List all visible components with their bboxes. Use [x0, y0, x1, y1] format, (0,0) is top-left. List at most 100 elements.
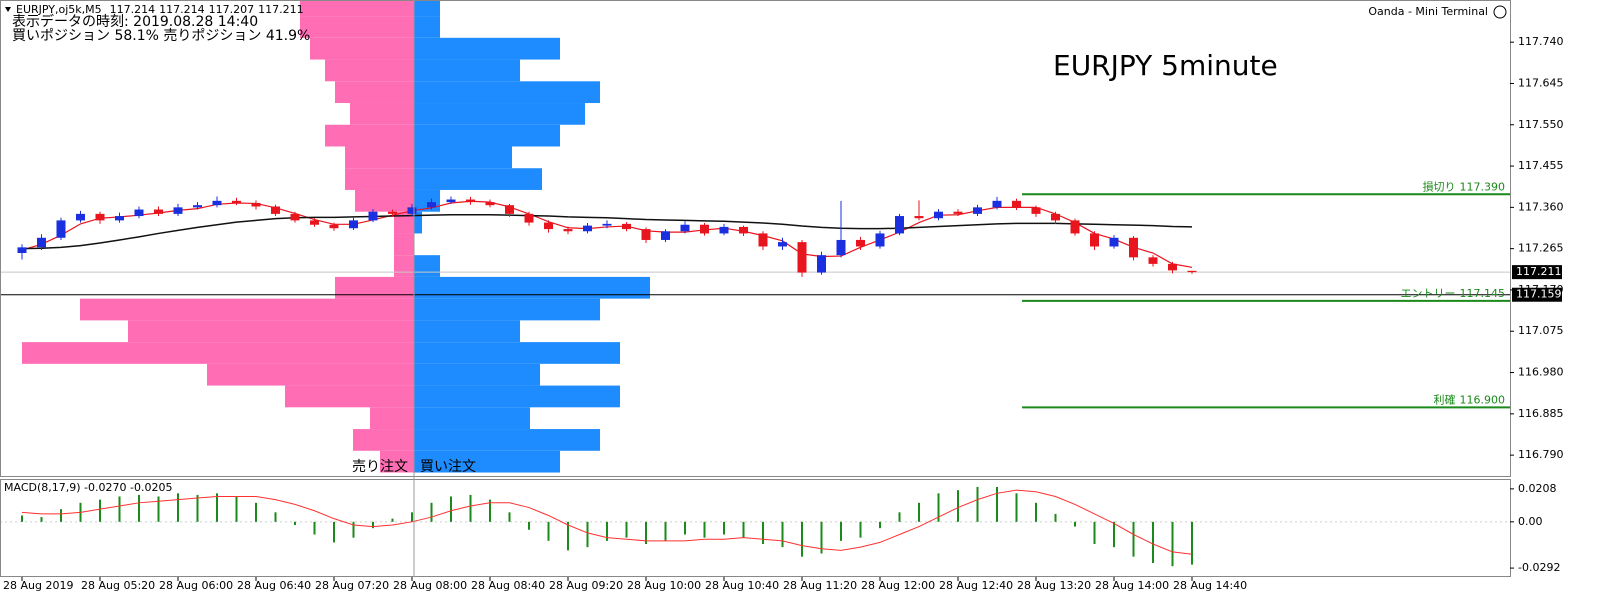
macd-bar — [1054, 513, 1057, 522]
candle-body — [914, 216, 924, 219]
sell-order-bar — [335, 276, 414, 299]
macd-bar — [820, 521, 823, 554]
sell-order-bar — [394, 211, 414, 234]
candle-body — [934, 211, 943, 219]
candle-body — [251, 203, 261, 207]
candle-body — [992, 200, 1002, 208]
macd-bar — [216, 493, 218, 522]
buy-order-bar — [414, 124, 560, 147]
macd-bar — [859, 521, 862, 538]
x-tick-label: 28 Aug 08:00 — [393, 579, 467, 592]
candle-body — [739, 226, 748, 234]
macd-bar — [274, 512, 277, 522]
candle-body — [271, 206, 280, 214]
macd-bar — [1015, 493, 1018, 522]
candle-body — [329, 224, 339, 229]
macd-bar — [801, 521, 803, 557]
macd-bar — [586, 521, 589, 548]
y-tick-label: 117.265 — [1518, 242, 1564, 255]
candle-body — [973, 207, 982, 214]
macd-bar — [918, 502, 920, 522]
candle-body — [290, 213, 300, 221]
macd-bar — [21, 515, 23, 522]
buy-order-bar — [414, 16, 440, 38]
smiley-icon — [1493, 5, 1507, 19]
candle-body — [778, 242, 787, 247]
candle-body — [700, 224, 709, 234]
buy-order-bar — [414, 342, 620, 364]
macd-bar — [40, 517, 43, 522]
candle-body — [1051, 213, 1060, 221]
y-tick-label: 0.00 — [1518, 515, 1543, 528]
level-label: 利確 116.900 — [1434, 392, 1506, 406]
candle-body — [583, 225, 592, 232]
level-label: エントリー 117.145 — [1401, 287, 1506, 300]
macd-bar — [1171, 521, 1174, 567]
candle-body — [758, 233, 768, 247]
x-tick-label: 28 Aug 07:20 — [315, 579, 389, 592]
macd-bar — [333, 521, 335, 543]
buy-order-bar — [414, 298, 600, 321]
macd-bar — [547, 521, 550, 541]
candle-body — [680, 224, 690, 232]
price-tag-box — [1512, 265, 1562, 280]
macd-bar — [1152, 521, 1154, 564]
macd-bar — [976, 486, 979, 522]
macd-bar — [762, 521, 764, 544]
y-tick-label: 117.550 — [1518, 118, 1564, 131]
buy-order-bar — [414, 320, 520, 343]
main-pane-frame — [0, 0, 1511, 477]
y-tick-label: 0.0208 — [1518, 482, 1557, 495]
buy-order-bar — [414, 37, 560, 60]
macd-bar — [684, 521, 686, 535]
candle-body — [1070, 220, 1080, 234]
terminal-name: Oanda - Mini Terminal — [1368, 5, 1488, 18]
level-value: 116.900 — [1460, 393, 1506, 406]
macd-bar — [723, 521, 725, 535]
macd-bar — [138, 494, 140, 522]
macd-bar — [957, 490, 959, 522]
candle-body — [446, 199, 456, 203]
macd-bar — [937, 493, 940, 522]
sell-order-bar — [345, 168, 414, 190]
candle-body — [1129, 237, 1138, 258]
macd-bar — [606, 521, 608, 541]
sell-order-bar — [310, 37, 414, 60]
macd-bar — [489, 499, 491, 522]
x-tick-label: 28 Aug 10:00 — [627, 579, 701, 592]
candle-body — [602, 223, 612, 226]
macd-bar — [255, 502, 257, 522]
candle-body — [1148, 257, 1158, 264]
symbol-line: EURJPY,oj5k,M5 117.214 117.214 117.207 117.2… — [16, 3, 304, 16]
candle-body — [388, 211, 397, 214]
candle-body — [836, 239, 846, 256]
macd-bar — [118, 496, 121, 522]
y-tick-label: 116.790 — [1518, 448, 1564, 461]
moving-average — [21, 213, 1193, 250]
candle-body — [1109, 237, 1119, 247]
buy-order-bar — [414, 211, 422, 234]
sell-order-bar — [80, 298, 414, 321]
y-tick-label: 117.645 — [1518, 76, 1564, 89]
macd-bar — [157, 496, 160, 522]
buy-order-bar — [414, 363, 540, 386]
macd-bar — [840, 521, 842, 541]
buy-order-bar — [414, 81, 600, 104]
x-tick-label: 28 Aug 2019 — [3, 579, 73, 592]
candle-body — [485, 202, 495, 206]
macd-bar — [645, 521, 647, 544]
candle-body — [466, 199, 475, 203]
candle-body — [95, 213, 105, 221]
y-tick-label: 117.740 — [1518, 35, 1564, 48]
x-tick-label: 28 Aug 14:40 — [1173, 579, 1247, 592]
sell-order-bar — [355, 189, 414, 212]
candle-body — [797, 242, 807, 273]
macd-bar — [1074, 521, 1076, 527]
position-text: 買いポジション 58.1% 売りポジション 41.9% — [12, 28, 310, 44]
candle-body — [1012, 200, 1021, 208]
macd-bar — [235, 496, 238, 522]
macd-bar — [99, 499, 101, 522]
buy-label: 買い注文 — [420, 459, 476, 475]
candle-body — [76, 213, 85, 221]
